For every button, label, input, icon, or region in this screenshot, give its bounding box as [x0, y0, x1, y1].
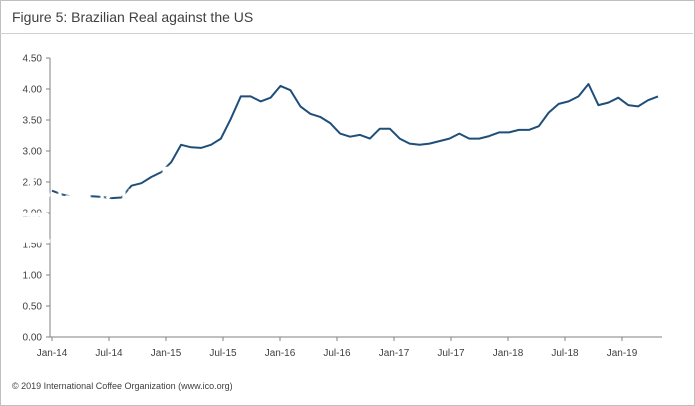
x-tick-label: Jan-14	[37, 348, 68, 359]
y-tick-labels: 0.00 0.50 1.00 1.50 2.00 2.50 3.00 3.50 4.00 4.50	[23, 54, 50, 344]
y-tick-label: 0.50	[23, 302, 43, 313]
watermark-overlay-text: 工控机,工业工控机,研华工控机,研华工控机官网,工控机主机	[12, 160, 651, 252]
y-tick-label: 1.00	[23, 271, 43, 282]
x-tick-label: Jan-18	[493, 348, 524, 359]
title-divider	[0, 33, 693, 34]
x-tick-label: Jul-14	[95, 348, 123, 359]
series-lines	[51, 83, 659, 200]
x-tick-label: Jan-17	[379, 348, 410, 359]
y-tick-label: 2.00	[23, 209, 43, 220]
source-note: © 2019 International Coffee Organization…	[12, 381, 233, 391]
y-tick-label: 3.50	[23, 116, 43, 127]
y-tick-label: 3.00	[23, 147, 43, 158]
chart-title: Figure 5: Brazilian Real against the US	[12, 9, 254, 25]
x-tick-label: Jul-18	[551, 348, 579, 359]
series-line-0	[51, 83, 659, 200]
x-tick-label: Jan-15	[151, 348, 182, 359]
x-tick-labels: Jan-14 Jul-14 Jan-15 Jul-15 Jan-16 Jul-16 Jan-…	[37, 337, 638, 359]
x-tick-label: Jul-15	[209, 348, 237, 359]
x-tick-label: Jan-19	[607, 348, 638, 359]
y-tick-label: 1.50	[23, 240, 43, 251]
y-tick-label: 0.00	[23, 333, 43, 344]
chart-axes	[49, 58, 662, 338]
x-tick-label: Jul-17	[437, 348, 465, 359]
y-tick-label: 2.50	[23, 178, 43, 189]
x-tick-label: Jan-16	[265, 348, 296, 359]
y-tick-label: 4.00	[23, 85, 43, 96]
x-tick-label: Jul-16	[323, 348, 351, 359]
y-tick-label: 4.50	[23, 54, 43, 65]
